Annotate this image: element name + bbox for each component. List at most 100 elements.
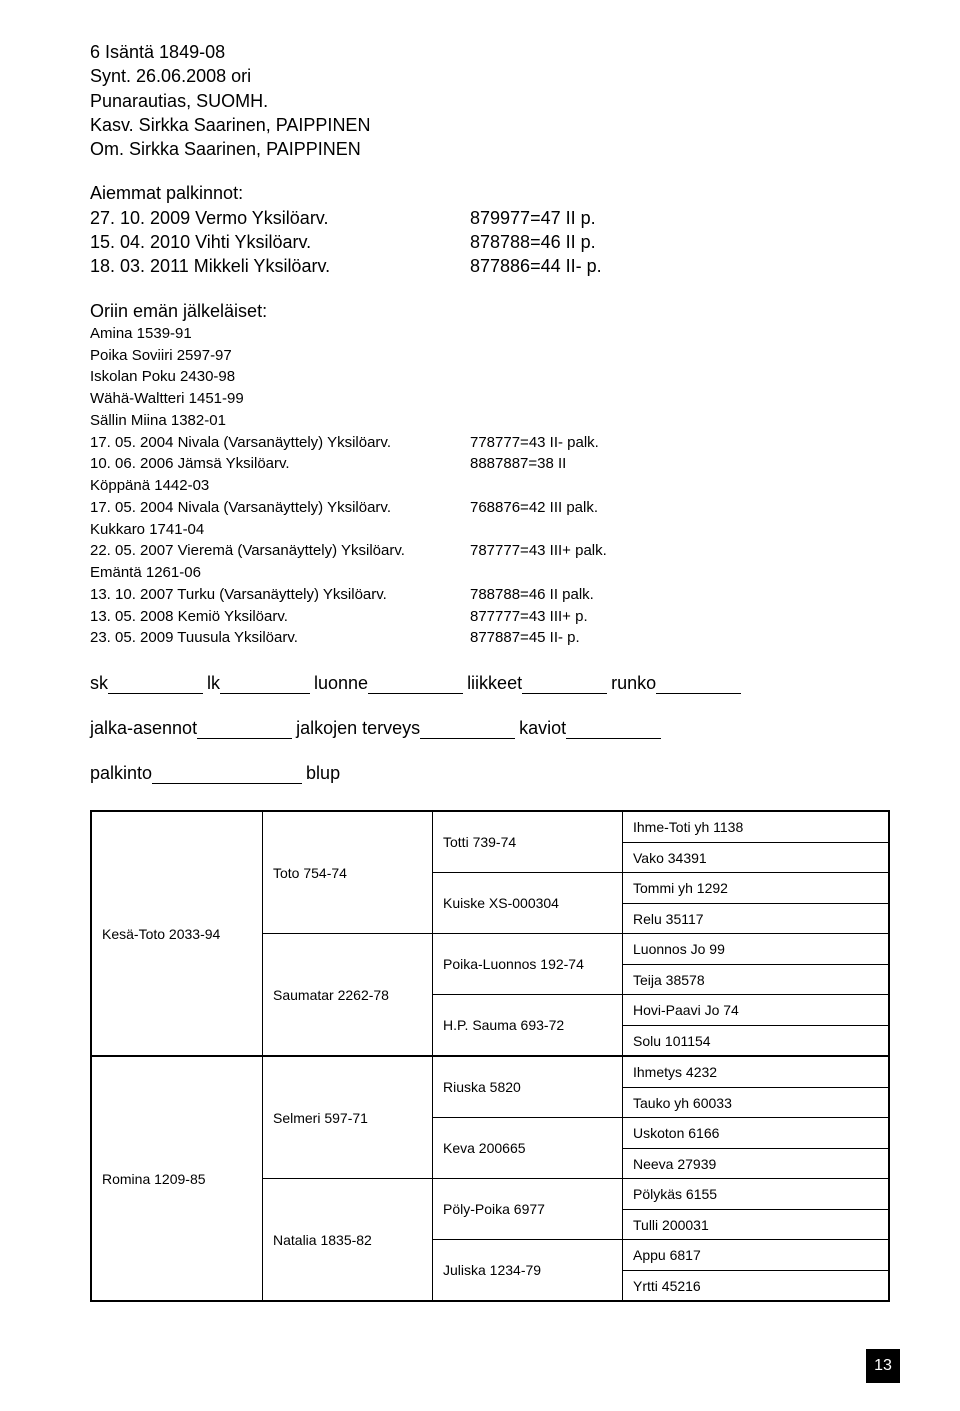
form-label: jalka-asennot (90, 718, 197, 739)
form-field: liikkeet (467, 673, 607, 694)
form-field: kaviot (519, 718, 661, 739)
descendants-list: Amina 1539-91Poika Soviiri 2597-97Iskola… (90, 323, 890, 649)
descendant-left: Emäntä 1261-06 (90, 562, 470, 584)
form-label: lk (207, 673, 220, 694)
pedigree-gen4: Luonnos Jo 99 (623, 934, 888, 964)
descendants-title: Oriin emän jälkeläiset: (90, 299, 890, 323)
breeder-line: Kasv. Sirkka Saarinen, PAIPPINEN (90, 113, 890, 137)
form-field: luonne (314, 673, 463, 694)
award-result: 878788=46 II p. (470, 230, 890, 254)
pedigree-gen4: Uskoton 6166 (623, 1118, 888, 1148)
descendant-row: 17. 05. 2004 Nivala (Varsanäyttely) Yksi… (90, 497, 890, 519)
form-label: sk (90, 673, 108, 694)
form-field: sk (90, 673, 203, 694)
entry-number-name: 6 Isäntä 1849-08 (90, 40, 890, 64)
pedigree-gen4: Ihmetys 4232 (623, 1057, 888, 1087)
descendant-left: 10. 06. 2006 Jämsä Yksilöarv. (90, 453, 470, 475)
form-line-3: palkinto blup (90, 763, 890, 784)
pedigree-gen3: Pöly-Poika 6977 (432, 1179, 622, 1239)
form-underline (220, 673, 310, 694)
form-underline (108, 673, 203, 694)
pedigree-gen3: H.P. Sauma 693-72 (432, 995, 622, 1055)
page: 6 Isäntä 1849-08 Synt. 26.06.2008 ori Pu… (0, 0, 960, 1411)
descendant-left: Sällin Miina 1382-01 (90, 410, 470, 432)
award-event: 15. 04. 2010 Vihti Yksilöarv. (90, 230, 470, 254)
award-row: 18. 03. 2011 Mikkeli Yksilöarv.877886=44… (90, 254, 890, 278)
descendant-right: 877887=45 II- p. (470, 627, 890, 649)
award-event: 27. 10. 2009 Vermo Yksilöarv. (90, 206, 470, 230)
descendant-row: Köppänä 1442-03 (90, 475, 890, 497)
pedigree-gen4: Relu 35117 (623, 903, 888, 933)
descendant-right: 877777=43 III+ p. (470, 606, 890, 628)
descendant-left: 23. 05. 2009 Tuusula Yksilöarv. (90, 627, 470, 649)
form-underline (656, 673, 741, 694)
pedigree-gen4: Neeva 27939 (623, 1148, 888, 1178)
descendant-left: Köppänä 1442-03 (90, 475, 470, 497)
pedigree-gen3: Poika-Luonnos 192-74 (432, 934, 622, 994)
birth-line: Synt. 26.06.2008 ori (90, 64, 890, 88)
pedigree-gen2: Natalia 1835-82 (262, 1179, 432, 1300)
descendant-row: Emäntä 1261-06 (90, 562, 890, 584)
pedigree-gen4: Vako 34391 (623, 842, 888, 872)
descendant-left: Poika Soviiri 2597-97 (90, 345, 470, 367)
pedigree-gen1: Kesä-Toto 2033-94 (92, 812, 262, 1055)
page-number: 13 (866, 1349, 900, 1383)
descendant-left: 22. 05. 2007 Vieremä (Varsanäyttely) Yks… (90, 540, 470, 562)
form-field: runko (611, 673, 741, 694)
descendant-right (470, 519, 890, 541)
pedigree-gen3: Juliska 1234-79 (432, 1240, 622, 1300)
pedigree-gen4: Ihme-Toti yh 1138 (623, 812, 888, 842)
form-label: kaviot (519, 718, 566, 739)
descendant-right: 778777=43 II- palk. (470, 432, 890, 454)
pedigree-gen3: Totti 739-74 (432, 812, 622, 872)
pedigree-gen4: Teija 38578 (623, 964, 888, 994)
descendant-right (470, 410, 890, 432)
form-underline (197, 718, 292, 739)
descendant-left: Iskolan Poku 2430-98 (90, 366, 470, 388)
descendant-right: 8887887=38 II (470, 453, 890, 475)
form-underline (368, 673, 463, 694)
form-line-2: jalka-asennotjalkojen terveyskaviot (90, 718, 890, 739)
award-result: 877886=44 II- p. (470, 254, 890, 278)
descendant-right (470, 562, 890, 584)
descendant-row: Iskolan Poku 2430-98 (90, 366, 890, 388)
pedigree-gen4: Hovi-Paavi Jo 74 (623, 995, 888, 1025)
form-label: blup (306, 763, 340, 784)
descendant-row: Sällin Miina 1382-01 (90, 410, 890, 432)
award-row: 15. 04. 2010 Vihti Yksilöarv.878788=46 I… (90, 230, 890, 254)
descendant-row: Poika Soviiri 2597-97 (90, 345, 890, 367)
form-field: lk (207, 673, 310, 694)
pedigree-gen4: Yrtti 45216 (623, 1270, 888, 1300)
pedigree-gen4: Solu 101154 (623, 1025, 888, 1055)
pedigree-table: Kesä-Toto 2033-94Toto 754-74Totti 739-74… (90, 810, 890, 1302)
awards-list: 27. 10. 2009 Vermo Yksilöarv.879977=47 I… (90, 206, 890, 279)
descendant-right: 768876=42 III palk. (470, 497, 890, 519)
pedigree-gen2: Saumatar 2262-78 (262, 934, 432, 1055)
form-field: jalka-asennot (90, 718, 292, 739)
form-field: blup (306, 763, 340, 784)
descendant-row: 13. 05. 2008 Kemiö Yksilöarv.877777=43 I… (90, 606, 890, 628)
pedigree-gen4: Tommi yh 1292 (623, 873, 888, 903)
pedigree-gen4: Appu 6817 (623, 1240, 888, 1270)
descendant-right: 788788=46 II palk. (470, 584, 890, 606)
descendant-right: 787777=43 III+ palk. (470, 540, 890, 562)
form-label: luonne (314, 673, 368, 694)
pedigree-gen2: Toto 754-74 (262, 812, 432, 933)
descendant-left: 17. 05. 2004 Nivala (Varsanäyttely) Yksi… (90, 497, 470, 519)
descendant-right (470, 323, 890, 345)
descendant-left: 17. 05. 2004 Nivala (Varsanäyttely) Yksi… (90, 432, 470, 454)
pedigree-gen4: Pölykäs 6155 (623, 1179, 888, 1209)
descendant-row: Kukkaro 1741-04 (90, 519, 890, 541)
form-field: palkinto (90, 763, 302, 784)
pedigree-gen3: Keva 200665 (432, 1118, 622, 1178)
form-underline (566, 718, 661, 739)
pedigree-gen1: Romina 1209-85 (92, 1057, 262, 1300)
descendant-left: Kukkaro 1741-04 (90, 519, 470, 541)
form-underline (522, 673, 607, 694)
form-label: liikkeet (467, 673, 522, 694)
descendant-row: Amina 1539-91 (90, 323, 890, 345)
form-underline (152, 763, 302, 784)
descendant-right (470, 475, 890, 497)
descendant-right (470, 366, 890, 388)
descendant-left: 13. 05. 2008 Kemiö Yksilöarv. (90, 606, 470, 628)
